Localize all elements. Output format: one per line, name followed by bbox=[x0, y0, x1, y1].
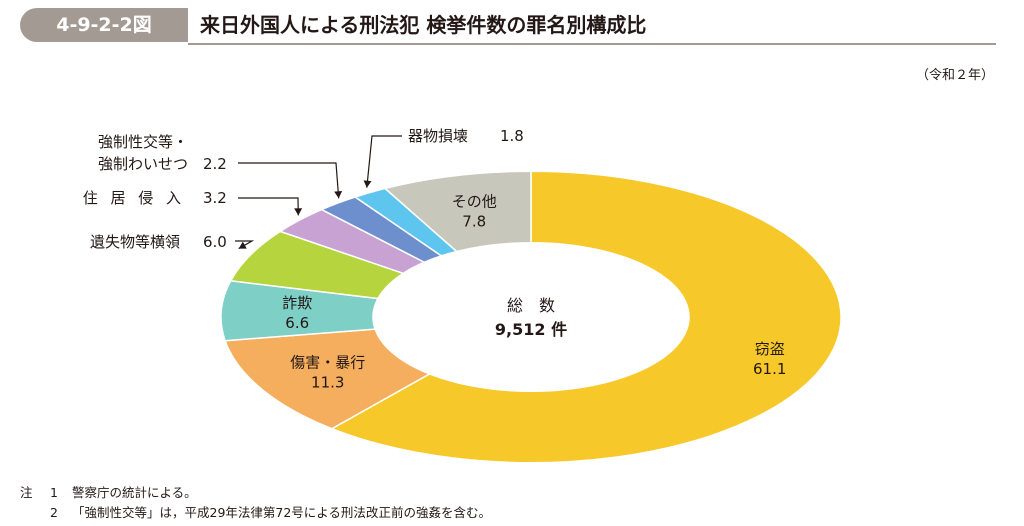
slice-label-outside: 器物損壊 bbox=[408, 127, 468, 145]
header-divider bbox=[188, 43, 996, 45]
slice-label: 窃盗 bbox=[755, 340, 785, 358]
leader-line-kibutsu bbox=[366, 135, 402, 188]
leader-arrowhead bbox=[363, 180, 372, 188]
figure-title: 来日外国人による刑法犯 検挙件数の罪名別構成比 bbox=[200, 13, 647, 37]
footnote-1: 注 1 警察庁の統計による。 bbox=[20, 482, 197, 501]
slice-value-outside: 2.2 bbox=[203, 155, 227, 173]
footnote-2: 2 「強制性交等」は，平成29年法律第72号による刑法改正前の強姦を含む。 bbox=[20, 502, 491, 521]
footnote-number: 1 bbox=[50, 485, 58, 500]
slice-value: 61.1 bbox=[753, 360, 786, 378]
footnote-mark: 注 bbox=[20, 485, 33, 500]
center-label-title: 総 数 bbox=[507, 296, 555, 315]
footnote-text: 「強制性交等」は，平成29年法律第72号による刑法改正前の強姦を含む。 bbox=[72, 505, 491, 520]
year-note: （令和２年） bbox=[915, 68, 994, 83]
figure-number: 4-9-2-2図 bbox=[56, 14, 152, 36]
slice-value: 11.3 bbox=[311, 373, 344, 391]
slice-label-outside: 遺失物等横領 bbox=[90, 233, 180, 251]
center-label-total: 9,512 件 bbox=[495, 320, 567, 339]
slice-label-outside: 住 居 侵 入 bbox=[83, 189, 185, 207]
leader-arrowhead bbox=[238, 241, 247, 249]
leader-arrowhead bbox=[334, 190, 343, 199]
slice-label-outside-line1: 強制性交等・ bbox=[98, 133, 188, 151]
leader-arrowhead bbox=[294, 208, 303, 216]
footnote-number: 2 bbox=[50, 505, 58, 520]
donut-slice-窃盗 bbox=[330, 170, 842, 464]
figure-number-badge: 4-9-2-2図 bbox=[20, 8, 188, 42]
slice-value-outside: 3.2 bbox=[203, 189, 227, 207]
slice-value: 6.6 bbox=[285, 314, 309, 332]
leader-line-kyosei bbox=[238, 162, 340, 199]
slice-label-outside-line2: 強制わいせつ bbox=[98, 155, 188, 173]
slice-label: その他 bbox=[452, 192, 497, 210]
slice-label: 傷害・暴行 bbox=[290, 353, 365, 371]
slice-value-outside: 6.0 bbox=[203, 233, 227, 251]
donut-slice-傷害暴行 bbox=[224, 328, 432, 430]
slice-value: 7.8 bbox=[462, 212, 486, 230]
slice-label: 詐欺 bbox=[282, 294, 312, 312]
footnote-text: 警察庁の統計による。 bbox=[72, 485, 197, 500]
slice-value-outside: 1.8 bbox=[500, 127, 524, 145]
donut-slice-その他 bbox=[383, 170, 532, 253]
figure-header: 4-9-2-2図 来日外国人による刑法犯 検挙件数の罪名別構成比 bbox=[0, 0, 1024, 52]
leader-line-jukyo bbox=[238, 197, 299, 216]
